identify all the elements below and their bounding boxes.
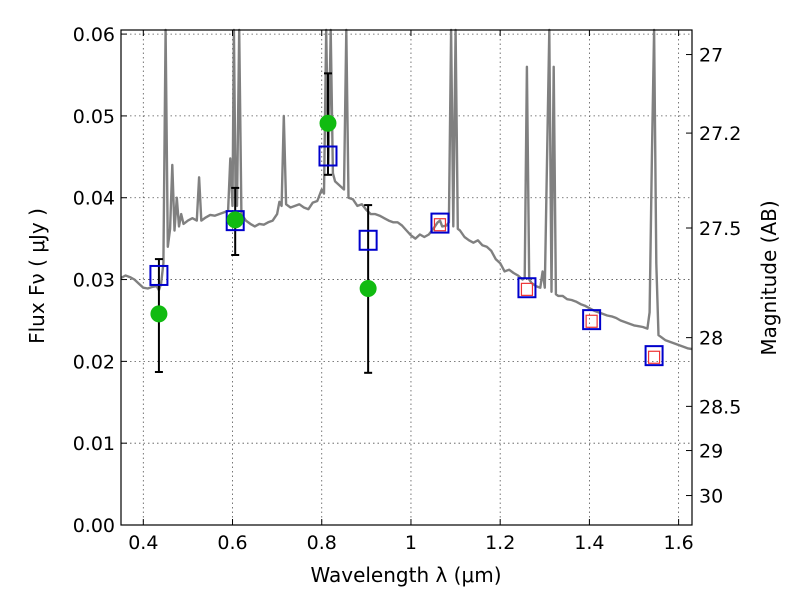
- y-tick-label: 0.01: [73, 433, 115, 455]
- x-tick-label: 0.6: [217, 532, 247, 554]
- observed-point: [359, 280, 377, 298]
- x-tick-label: 1.2: [485, 532, 515, 554]
- ticks: 0.4 0.6 0.8 1 1.2 1.4 1.6 0.00 0.01 0.02 0.03 0.04 0…: [73, 24, 742, 554]
- model-spectrum-line: [120, 28, 693, 351]
- predicted-marker: [585, 314, 598, 328]
- x-axis-title: Wavelength λ (μm): [310, 563, 501, 587]
- grid: [121, 30, 692, 526]
- fit-marker: [318, 145, 338, 167]
- y2-axis-title: Magnitude (AB): [757, 200, 781, 355]
- x-tick-label: 1.4: [574, 532, 604, 554]
- fit-marker: [358, 229, 378, 251]
- fit-marker: [149, 264, 169, 286]
- y-axis-title: Flux Fν ( μJy ): [25, 208, 49, 344]
- fit-marker: [517, 277, 537, 299]
- y-tick-label: 0.00: [73, 515, 115, 537]
- y2-tick-label: 29: [699, 441, 723, 463]
- y-tick-label: 0.03: [73, 270, 115, 292]
- y2-tick-label: 28: [699, 328, 723, 350]
- fit-marker: [582, 309, 602, 331]
- x-tick-label: 1: [405, 532, 417, 554]
- x-tick-label: 1.6: [664, 532, 694, 554]
- predicted-marker: [433, 218, 447, 232]
- observed-point: [319, 114, 337, 132]
- y-tick-label: 0.04: [73, 188, 115, 210]
- plot-frame: [120, 29, 693, 526]
- y-tick-label: 0.02: [73, 351, 115, 373]
- x-tick-label: 0.8: [307, 532, 337, 554]
- y2-tick-label: 27.5: [699, 218, 741, 240]
- photometry-markers: [149, 72, 664, 374]
- observed-point: [150, 305, 168, 323]
- y-tick-label: 0.05: [73, 106, 115, 128]
- fit-marker: [644, 345, 664, 367]
- y-tick-label: 0.06: [73, 24, 115, 46]
- observed-point: [226, 211, 244, 229]
- fit-marker: [430, 212, 450, 234]
- y2-tick-label: 28.5: [699, 396, 741, 418]
- y2-tick-label: 30: [699, 486, 723, 508]
- predicted-marker: [520, 282, 534, 296]
- y2-tick-label: 27.2: [699, 123, 741, 145]
- predicted-marker: [647, 350, 661, 364]
- y2-tick-label: 27: [699, 45, 723, 67]
- x-tick-label: 0.4: [128, 532, 158, 554]
- model-spectrum: [120, 28, 693, 351]
- fit-marker: [225, 210, 245, 232]
